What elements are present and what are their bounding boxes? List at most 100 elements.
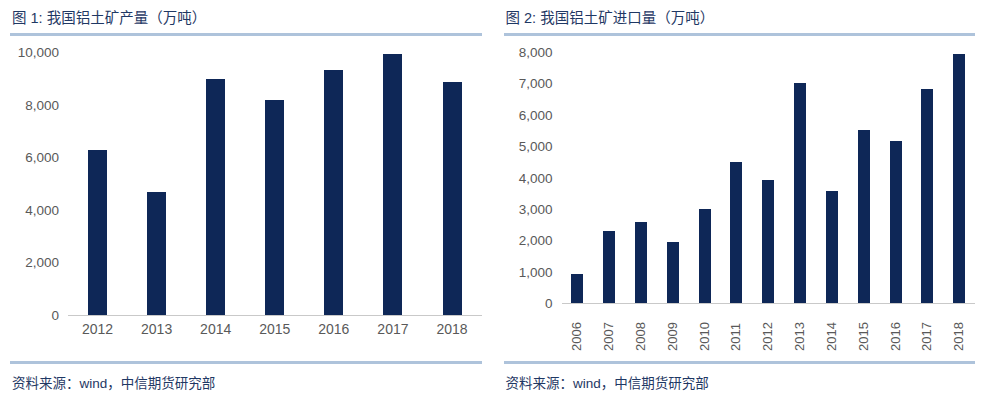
bar-cell xyxy=(657,53,689,303)
figure-1-source-block: 资料来源：wind，中信期货研究部 xyxy=(10,361,482,392)
figure-2-source-block: 资料来源：wind，中信期货研究部 xyxy=(504,361,976,392)
bar-cell xyxy=(127,53,186,315)
x-tick-label: 2008 xyxy=(634,309,648,351)
x-tick-cell: 2006 xyxy=(562,309,594,351)
bar-cell xyxy=(721,53,753,303)
x-tick-cell: 2008 xyxy=(625,309,657,351)
x-tick-label: 2017 xyxy=(377,321,408,337)
y-tick-label: 8,000 xyxy=(25,98,59,114)
bar-cell xyxy=(784,53,816,303)
x-tick-label: 2013 xyxy=(793,309,807,351)
y-tick-label: 10,000 xyxy=(18,45,59,61)
bar-2016 xyxy=(890,141,902,304)
bar-cell xyxy=(422,53,481,315)
bar-cell xyxy=(880,53,912,303)
bar-2016 xyxy=(324,70,343,315)
figure-2-source-caption: 资料来源：wind，中信期货研究部 xyxy=(504,364,976,392)
x-tick-label: 2015 xyxy=(857,309,871,351)
x-tick-cell: 2013 xyxy=(127,321,186,337)
bar-2018 xyxy=(953,54,965,303)
bar-cell xyxy=(593,53,625,303)
y-tick-label: 0 xyxy=(545,296,553,312)
figure-2-plot-area xyxy=(562,53,976,304)
bar-2009 xyxy=(667,242,679,303)
x-tick-cell: 2013 xyxy=(784,309,816,351)
x-tick-label: 2017 xyxy=(920,309,934,351)
bar-cell xyxy=(943,53,975,303)
figure-1-title: 图 1: 我国铝土矿产量（万吨） xyxy=(10,6,482,33)
figure-1-y-axis: 02,0004,0006,0008,00010,000 xyxy=(10,53,68,316)
x-tick-label: 2007 xyxy=(602,309,616,351)
x-tick-cell: 2018 xyxy=(422,321,481,337)
y-tick-label: 5,000 xyxy=(519,139,553,155)
y-tick-label: 3,000 xyxy=(519,202,553,218)
bar-2015 xyxy=(265,100,284,315)
x-tick-cell: 2014 xyxy=(186,321,245,337)
bar-2010 xyxy=(699,209,711,303)
bar-cell xyxy=(68,53,127,315)
bar-cell xyxy=(186,53,245,315)
x-tick-cell: 2015 xyxy=(245,321,304,337)
bar-2014 xyxy=(826,191,838,304)
figure-1-chart: 02,0004,0006,0008,00010,000 xyxy=(10,53,482,316)
bar-2018 xyxy=(443,82,462,315)
figure-1-title-divider xyxy=(10,33,482,36)
bar-2007 xyxy=(603,231,615,303)
y-tick-label: 2,000 xyxy=(519,233,553,249)
figure-1-panel: 图 1: 我国铝土矿产量（万吨） 0 2,000 4,000 6,000 8,000 10… xyxy=(0,0,494,404)
x-tick-cell: 2016 xyxy=(304,321,363,337)
x-tick-label: 2010 xyxy=(698,309,712,351)
bar-2008 xyxy=(635,222,647,303)
bar-cell xyxy=(562,53,594,303)
bar-2012 xyxy=(88,150,107,315)
x-tick-label: 2012 xyxy=(82,321,113,337)
y-tick-label: 6,000 xyxy=(25,150,59,166)
x-tick-cell: 2018 xyxy=(943,309,975,351)
x-tick-label: 2018 xyxy=(436,321,467,337)
x-tick-label: 2018 xyxy=(952,309,966,351)
x-tick-label: 2016 xyxy=(889,309,903,351)
x-tick-cell: 2012 xyxy=(68,321,127,337)
figure-2-chart: 01,0002,0003,0004,0005,0006,0007,0008,00… xyxy=(504,53,976,304)
bar-cell xyxy=(848,53,880,303)
bar-cell xyxy=(625,53,657,303)
x-tick-label: 2011 xyxy=(729,309,743,351)
y-tick-label: 7,000 xyxy=(519,76,553,92)
x-tick-cell: 2010 xyxy=(689,309,721,351)
x-tick-cell: 2009 xyxy=(657,309,689,351)
x-tick-cell: 2012 xyxy=(752,309,784,351)
bar-2012 xyxy=(762,180,774,303)
figure-2-panel: 图 2: 我国铝土矿进口量（万吨） 01,0002,0003,0004,0005… xyxy=(494,0,987,404)
x-tick-cell: 2017 xyxy=(911,309,943,351)
y-tick-label: 0 xyxy=(51,308,59,324)
x-tick-label: 2016 xyxy=(318,321,349,337)
y-tick-label: 4,000 xyxy=(25,203,59,219)
x-tick-label: 2006 xyxy=(570,309,584,351)
bar-cell xyxy=(911,53,943,303)
x-tick-cell: 2011 xyxy=(721,309,753,351)
report-figures-row: 图 1: 我国铝土矿产量（万吨） 0 2,000 4,000 6,000 8,000 10… xyxy=(0,0,987,404)
bar-cell xyxy=(816,53,848,303)
bar-2014 xyxy=(206,79,225,315)
x-tick-label: 2014 xyxy=(200,321,231,337)
y-tick-label: 2,000 xyxy=(25,255,59,271)
y-tick-label: 6,000 xyxy=(519,108,553,124)
bar-2006 xyxy=(571,274,583,303)
y-tick-label: 1,000 xyxy=(519,265,553,281)
bar-cell xyxy=(752,53,784,303)
x-tick-label: 2014 xyxy=(825,309,839,351)
bar-2017 xyxy=(383,54,402,315)
x-tick-cell: 2007 xyxy=(593,309,625,351)
figure-2-x-axis: 2006 2007 2008 2009 2010 2011 2012 2013 2014 2015… xyxy=(562,304,976,351)
bar-cell xyxy=(304,53,363,315)
x-tick-cell: 2017 xyxy=(363,321,422,337)
x-tick-cell: 2015 xyxy=(848,309,880,351)
bar-cell xyxy=(689,53,721,303)
y-tick-label: 8,000 xyxy=(519,45,553,61)
bar-cell xyxy=(363,53,422,315)
figure-1-plot-area xyxy=(68,53,482,316)
y-tick-label: 4,000 xyxy=(519,171,553,187)
figure-2-title-divider xyxy=(504,33,976,36)
figure-1-x-axis: 2012 2013 2014 2015 2016 2017 2018 xyxy=(68,316,482,337)
bar-2013 xyxy=(794,83,806,303)
